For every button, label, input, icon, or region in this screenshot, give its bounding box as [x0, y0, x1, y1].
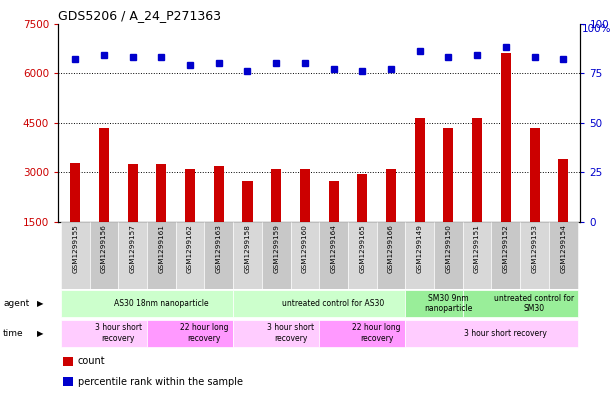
Bar	[214, 166, 224, 272]
Text: SM30 9nm
nanoparticle: SM30 9nm nanoparticle	[424, 294, 472, 313]
Bar	[233, 222, 262, 289]
Bar	[90, 222, 119, 289]
Text: GSM1299162: GSM1299162	[187, 224, 193, 273]
Bar	[491, 222, 520, 289]
Bar	[405, 320, 577, 347]
Text: 3 hour short recovery: 3 hour short recovery	[464, 329, 547, 338]
Bar	[376, 222, 405, 289]
Bar	[530, 128, 540, 272]
Text: GSM1299156: GSM1299156	[101, 224, 107, 273]
Bar	[262, 222, 291, 289]
Bar	[348, 222, 376, 289]
Bar	[64, 377, 73, 386]
Bar	[319, 222, 348, 289]
Text: GSM1299165: GSM1299165	[359, 224, 365, 273]
Bar	[444, 128, 453, 272]
Text: 22 hour long
recovery: 22 hour long recovery	[353, 323, 401, 343]
Text: count: count	[78, 356, 106, 366]
Bar	[558, 159, 568, 272]
Bar	[99, 128, 109, 272]
Text: GSM1299161: GSM1299161	[158, 224, 164, 273]
Text: ▶: ▶	[37, 329, 43, 338]
Text: GSM1299152: GSM1299152	[503, 224, 509, 273]
Bar	[233, 320, 319, 347]
Text: GDS5206 / A_24_P271363: GDS5206 / A_24_P271363	[58, 9, 221, 22]
Text: time: time	[3, 329, 24, 338]
Bar	[205, 222, 233, 289]
Text: agent: agent	[3, 299, 29, 308]
Bar	[243, 181, 252, 272]
Bar	[549, 222, 577, 289]
Bar	[156, 164, 166, 272]
Bar	[147, 222, 176, 289]
Text: untreated control for
SM30: untreated control for SM30	[494, 294, 574, 313]
Text: 3 hour short
recovery: 3 hour short recovery	[267, 323, 314, 343]
Bar	[233, 290, 405, 317]
Text: GSM1299155: GSM1299155	[72, 224, 78, 273]
Bar	[501, 53, 511, 272]
Bar	[128, 164, 137, 272]
Bar	[61, 320, 147, 347]
Bar	[291, 222, 319, 289]
Text: GSM1299164: GSM1299164	[331, 224, 337, 273]
Bar	[147, 320, 233, 347]
Text: GSM1299163: GSM1299163	[216, 224, 222, 273]
Bar	[70, 162, 80, 272]
Text: untreated control for AS30: untreated control for AS30	[282, 299, 385, 308]
Bar	[520, 222, 549, 289]
Text: GSM1299160: GSM1299160	[302, 224, 308, 273]
Bar	[271, 169, 281, 272]
Bar	[463, 290, 577, 317]
Bar	[405, 222, 434, 289]
Text: GSM1299149: GSM1299149	[417, 224, 423, 273]
Bar	[185, 169, 195, 272]
Bar	[300, 169, 310, 272]
Bar	[386, 169, 396, 272]
Bar	[119, 222, 147, 289]
Text: 22 hour long
recovery: 22 hour long recovery	[180, 323, 229, 343]
Text: GSM1299150: GSM1299150	[445, 224, 452, 273]
Bar	[64, 357, 73, 366]
Text: 3 hour short
recovery: 3 hour short recovery	[95, 323, 142, 343]
Bar	[405, 290, 463, 317]
Text: AS30 18nm nanoparticle: AS30 18nm nanoparticle	[114, 299, 209, 308]
Text: GSM1299151: GSM1299151	[474, 224, 480, 273]
Text: GSM1299154: GSM1299154	[560, 224, 566, 273]
Text: GSM1299159: GSM1299159	[273, 224, 279, 273]
Text: percentile rank within the sample: percentile rank within the sample	[78, 377, 243, 387]
Bar	[415, 118, 425, 272]
Bar	[472, 118, 482, 272]
Bar	[463, 222, 491, 289]
Bar	[176, 222, 205, 289]
Bar	[329, 181, 338, 272]
Bar	[61, 222, 90, 289]
Text: GSM1299153: GSM1299153	[532, 224, 538, 273]
Bar	[61, 290, 233, 317]
Bar	[434, 222, 463, 289]
Text: GSM1299157: GSM1299157	[130, 224, 136, 273]
Text: GSM1299158: GSM1299158	[244, 224, 251, 273]
Text: ▶: ▶	[37, 299, 43, 308]
Bar	[357, 174, 367, 272]
Text: GSM1299166: GSM1299166	[388, 224, 394, 273]
Text: 100%: 100%	[582, 24, 611, 33]
Bar	[319, 320, 405, 347]
